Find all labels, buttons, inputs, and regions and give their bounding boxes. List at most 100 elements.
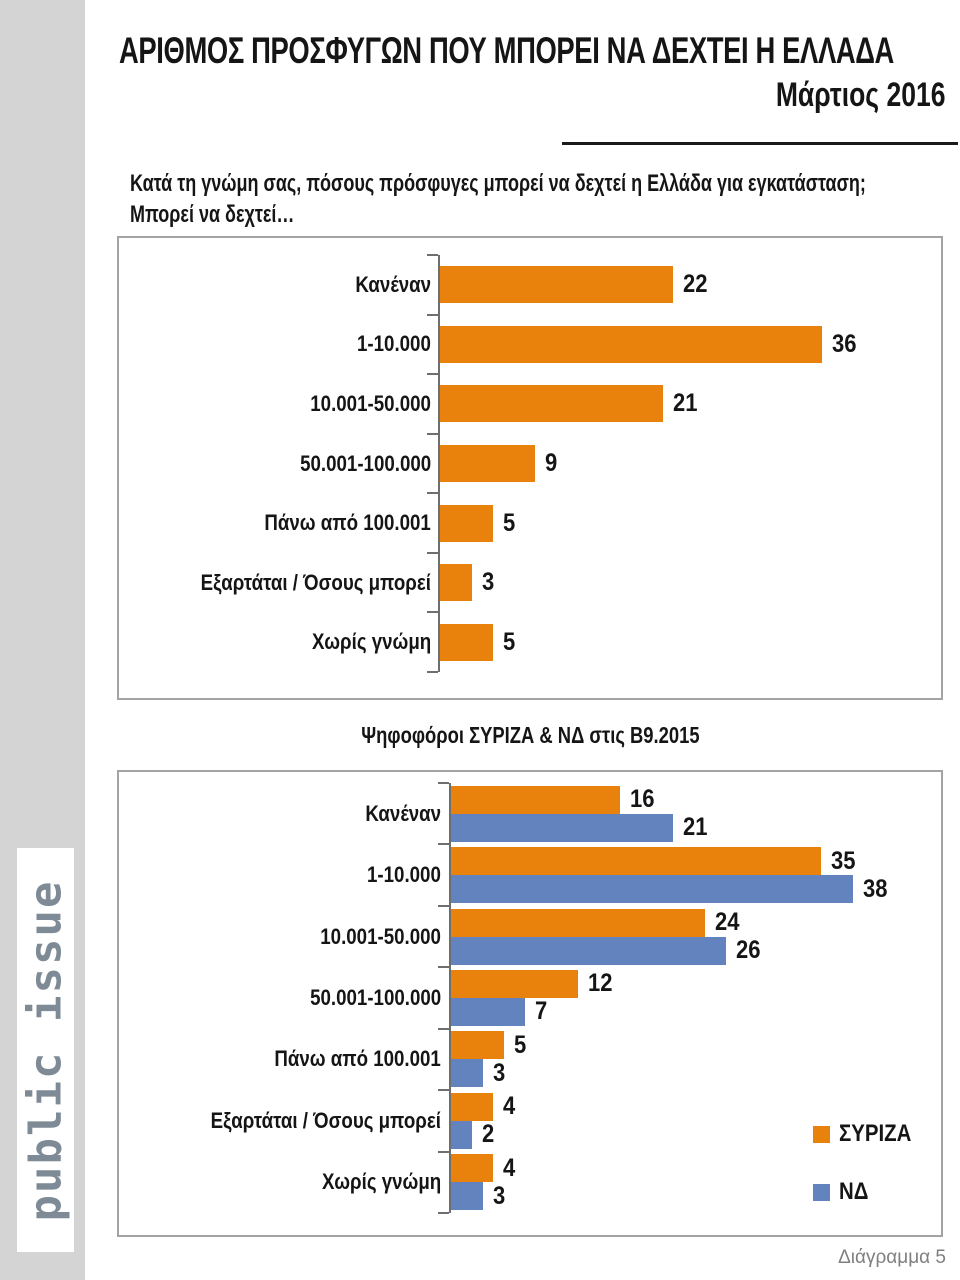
value-label: 5 [503, 508, 516, 537]
value-label: 21 [683, 813, 708, 842]
value-label: 9 [545, 449, 558, 478]
bar-pair: 12 7 [451, 967, 939, 1028]
chart1-axis-tick [427, 373, 438, 375]
chart1-axis-tick [427, 611, 438, 613]
chart1-y-axis [438, 255, 440, 672]
category-label-cell: 10.001-50.000 [119, 391, 440, 417]
survey-question-line1: Κατά τη γνώμη σας, πόσους πρόσφυγες μπορ… [130, 170, 866, 197]
chart-total-sample: Κανέναν 22 1-10.000 36 10.001-50.000 21 50.001… [117, 236, 943, 700]
chart1-axis-tick [427, 671, 438, 673]
category-label-cell: 1-10.000 [119, 862, 451, 888]
header-divider-line [562, 142, 958, 145]
category-label: 10.001-50.000 [320, 923, 441, 949]
category-label: 1-10.000 [357, 331, 431, 357]
page-title: ΑΡΙΘΜΟΣ ΠΡΟΣΦΥΓΩΝ ΠΟΥ ΜΠΟΡΕΙ ΝΑ ΔΕΧΤΕΙ Η… [119, 30, 894, 71]
chart1-axis-tick [427, 492, 438, 494]
chart2-bar-syriza [451, 1092, 493, 1121]
bar-line: 2 [451, 1120, 939, 1149]
chart2-bar-syriza [451, 847, 821, 876]
chart2-group: 50.001-100.000 12 7 [119, 967, 939, 1028]
chart2-rows: Κανέναν 16 21 1-10.000 35 38 10.001-50.000 24 26… [119, 783, 939, 1213]
category-label-cell: 10.001-50.000 [119, 924, 451, 950]
chart2-axis-tick [438, 1089, 449, 1091]
chart2-axis-tick [438, 782, 449, 784]
bar-line: 26 [451, 936, 939, 965]
category-label: Κανέναν [355, 271, 431, 297]
chart2-bar-syriza [451, 908, 705, 937]
bar-line: 16 [451, 785, 939, 814]
legend-item-nd: ΝΔ [813, 1178, 924, 1205]
bar-zone: 9 [440, 434, 939, 494]
value-label: 12 [588, 969, 613, 998]
chart2-bar-nd [451, 1059, 483, 1088]
chart1-row: Πάνω από 100.001 5 [119, 493, 939, 553]
page-subtitle: Μάρτιος 2016 [775, 76, 945, 114]
chart2-axis-tick [438, 966, 449, 968]
chart2-bar-nd [451, 875, 853, 904]
chart1-row: Χωρίς γνώμη 5 [119, 612, 939, 672]
bar-line: 12 [451, 969, 939, 998]
value-label: 16 [630, 785, 655, 814]
chart1-bar [440, 266, 673, 304]
category-label-cell: 50.001-100.000 [119, 985, 451, 1011]
value-label: 5 [503, 627, 516, 656]
chart2-axis-tick [438, 843, 449, 845]
value-label: 4 [503, 1153, 516, 1182]
category-label: Χωρίς γνώμη [311, 629, 431, 655]
value-label: 36 [832, 329, 857, 358]
nd-swatch-icon [813, 1183, 830, 1201]
chart2-group: Χωρίς γνώμη 4 3 [119, 1152, 939, 1213]
bar-zone: 21 [440, 374, 939, 434]
bar-zone: 5 [440, 612, 939, 672]
category-label: 10.001-50.000 [310, 390, 431, 416]
value-label: 35 [831, 846, 856, 875]
chart2-axis-tick [438, 1151, 449, 1153]
category-label-cell: Κανέναν [119, 272, 440, 298]
chart1-bar [440, 325, 822, 363]
value-label: 3 [482, 568, 495, 597]
bar-pair: 24 26 [451, 906, 939, 967]
chart2-bar-syriza [451, 969, 578, 998]
chart2-group: 10.001-50.000 24 26 [119, 906, 939, 967]
category-label-cell: Πάνω από 100.001 [119, 1046, 451, 1072]
bar-line: 4 [451, 1153, 939, 1183]
value-label: 22 [683, 270, 708, 299]
category-label: 50.001-100.000 [309, 984, 441, 1010]
chart2-bar-nd [451, 1182, 483, 1211]
survey-question-line2: Μπορεί να δεχτεί… [130, 201, 295, 228]
chart2-axis-tick [438, 905, 449, 907]
bar-line: 4 [451, 1092, 939, 1121]
chart2-bar-syriza [451, 1154, 493, 1183]
chart2-axis-tick [438, 1028, 449, 1030]
category-label: Χωρίς γνώμη [321, 1169, 441, 1195]
legend-item-syriza: ΣΥΡΙΖΑ [813, 1120, 924, 1147]
value-label: 3 [493, 1058, 506, 1087]
chart1-bar [440, 385, 663, 423]
chart1-row: 10.001-50.000 21 [119, 374, 939, 434]
bar-pair: 16 21 [451, 783, 939, 844]
category-label: 1-10.000 [367, 862, 441, 888]
value-label: 21 [673, 389, 698, 418]
bar-zone: 3 [440, 553, 939, 613]
chart2-y-axis [449, 783, 451, 1213]
category-label: Πάνω από 100.001 [264, 510, 431, 536]
legend-label-nd: ΝΔ [839, 1178, 869, 1205]
category-label-cell: Χωρίς γνώμη [119, 1169, 451, 1195]
chart2-group: Εξαρτάται / Όσους μπορεί 4 2 [119, 1090, 939, 1151]
brand-sidebar: public issue [0, 0, 85, 1280]
publisher-logo-text: public issue [20, 879, 72, 1221]
chart1-bar [440, 623, 493, 661]
publisher-logo: public issue [17, 848, 74, 1252]
chart1-plot-area: Κανέναν 22 1-10.000 36 10.001-50.000 21 50.001… [119, 238, 941, 698]
chart2-bar-syriza [451, 785, 620, 814]
category-label: Εξαρτάται / Όσους μπορεί [200, 569, 431, 595]
chart-party-voters: Κανέναν 16 21 1-10.000 35 38 10.001-50.000 24 26… [117, 770, 943, 1237]
chart1-bar [440, 564, 472, 602]
chart1-axis-tick [427, 552, 438, 554]
chart2-bar-syriza [451, 1031, 504, 1060]
category-label-cell: Χωρίς γνώμη [119, 629, 440, 655]
bar-line: 35 [451, 846, 939, 876]
